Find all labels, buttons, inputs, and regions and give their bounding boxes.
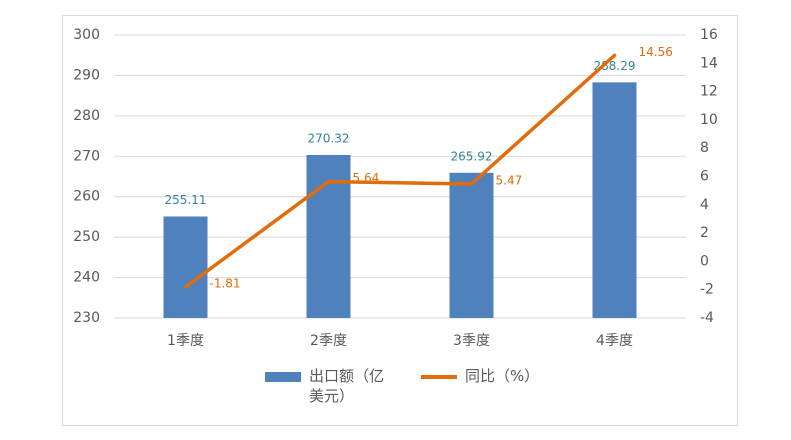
legend-swatch: [421, 375, 457, 379]
legend-label: 出口额（亿美元）: [309, 367, 385, 405]
y-tick-label: 300: [73, 27, 100, 43]
bar: [163, 216, 208, 318]
y2-tick-label: -4: [700, 310, 714, 326]
y-tick-label: 230: [73, 310, 100, 326]
legend-item: 同比（%）: [421, 366, 547, 406]
x-tick-label: 1季度: [167, 333, 204, 349]
legend: 出口额（亿美元） 同比（%）: [265, 366, 547, 406]
y2-tick-label: -2: [700, 282, 714, 298]
y2-tick-label: 4: [700, 197, 709, 213]
line-value-label: 5.47: [496, 173, 523, 187]
y-tick-label: 270: [73, 148, 100, 164]
y2-tick-label: 10: [700, 112, 718, 128]
line-value-label: 5.64: [353, 171, 380, 185]
y2-tick-label: 0: [700, 253, 709, 269]
x-tick-label: 4季度: [596, 333, 633, 349]
y-tick-label: 240: [73, 270, 100, 286]
line-series: [183, 53, 617, 289]
bar-value-label: 255.11: [165, 193, 207, 207]
bar: [592, 82, 637, 318]
y2-tick-label: 12: [700, 84, 718, 100]
line-value-label: 14.56: [639, 45, 673, 59]
y2-tick-label: 16: [700, 27, 718, 43]
y2-tick-label: 8: [700, 140, 709, 156]
y-tick-label: 280: [73, 108, 100, 124]
y2-tick-label: 14: [700, 55, 718, 71]
bar-value-label: 288.29: [594, 59, 636, 73]
bar: [306, 154, 351, 318]
bar-value-label: 265.92: [451, 149, 493, 163]
x-tick-label: 3季度: [453, 333, 490, 349]
bar-value-label: 270.32: [308, 131, 350, 145]
y-tick-label: 260: [73, 189, 100, 205]
legend-swatch: [265, 372, 301, 382]
y2-tick-label: 6: [700, 169, 709, 185]
y2-tick-label: 2: [700, 225, 709, 241]
y-tick-label: 250: [73, 229, 100, 245]
x-tick-label: 2季度: [310, 333, 347, 349]
legend-item: 出口额（亿美元）: [265, 366, 391, 406]
legend-label: 同比（%）: [465, 367, 540, 385]
y-tick-label: 290: [73, 67, 100, 83]
bar: [449, 172, 494, 318]
line-value-label: -1.81: [210, 277, 241, 291]
